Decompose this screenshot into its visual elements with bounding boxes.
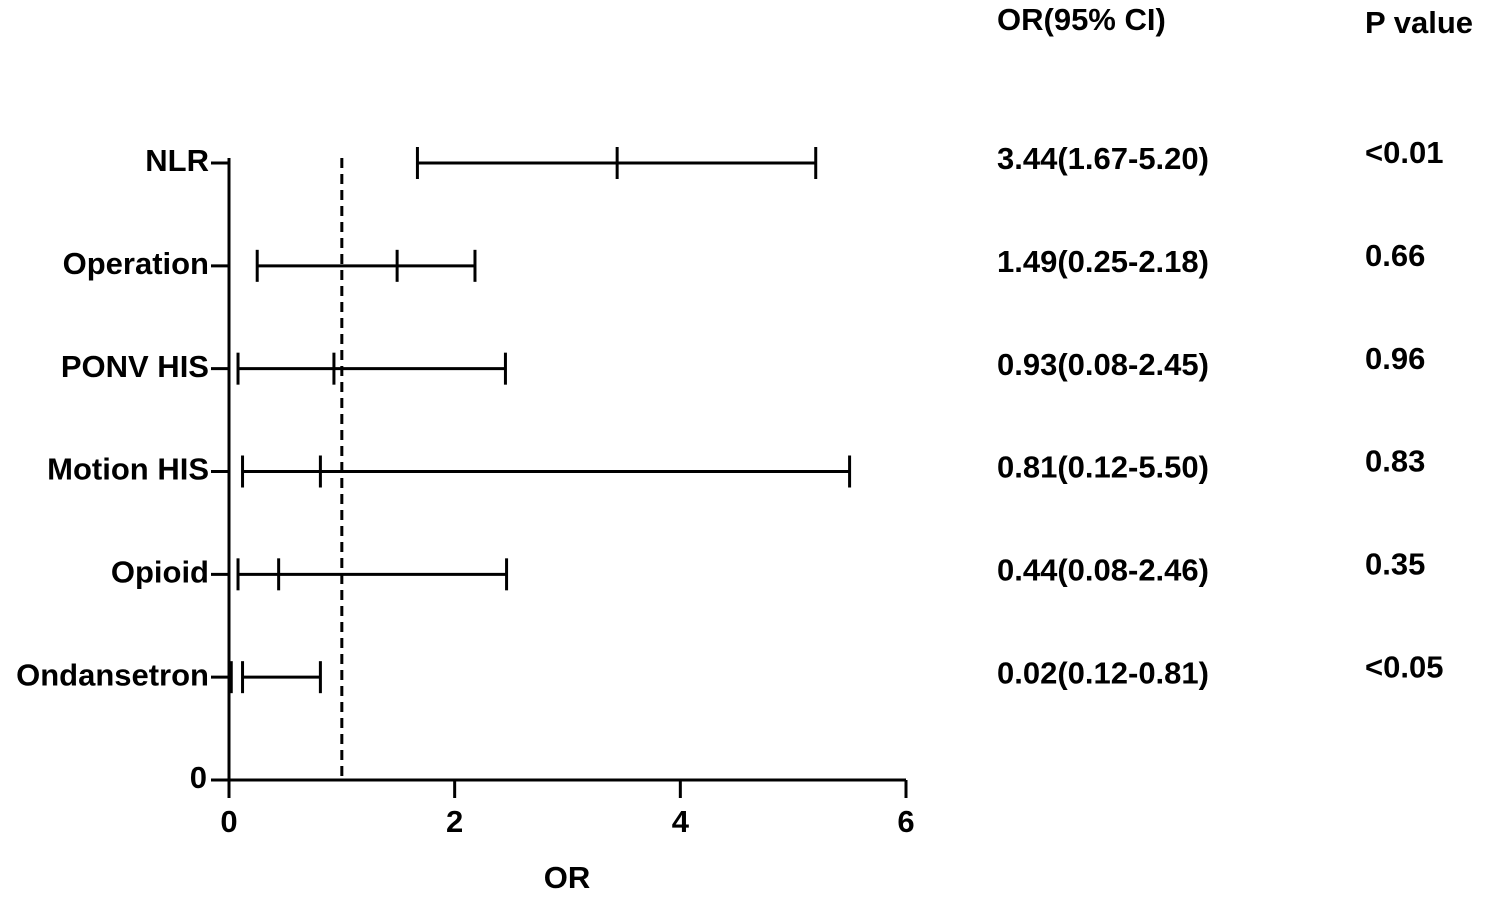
category-label: NLR	[145, 143, 209, 178]
x-tick-label: 6	[897, 804, 914, 839]
p-label: 0.35	[1365, 547, 1425, 582]
p-label: 0.83	[1365, 444, 1425, 479]
ci-label: 0.81(0.12-5.50)	[997, 450, 1209, 485]
p-label: 0.96	[1365, 341, 1425, 376]
p-label: <0.05	[1365, 649, 1443, 684]
category-label: Ondansetron	[16, 657, 209, 692]
p-header: P value	[1365, 5, 1473, 40]
ci-label: 3.44(1.67-5.20)	[997, 141, 1209, 176]
category-label: Operation	[63, 246, 209, 281]
y-tick-label: 0	[190, 760, 207, 795]
category-label: Motion HIS	[47, 452, 209, 487]
x-tick-label: 4	[672, 804, 690, 839]
x-axis-label: OR	[544, 860, 591, 895]
ci-header: OR(95% CI)	[997, 2, 1166, 37]
p-label: <0.01	[1365, 135, 1443, 170]
category-label: Opioid	[111, 555, 209, 590]
ci-label: 0.44(0.08-2.46)	[997, 553, 1209, 588]
ci-label: 0.93(0.08-2.45)	[997, 347, 1209, 382]
x-tick-label: 0	[220, 804, 237, 839]
p-label: 0.66	[1365, 238, 1425, 273]
ci-label: 1.49(0.25-2.18)	[997, 244, 1209, 279]
category-label: PONV HIS	[61, 349, 209, 384]
ci-label: 0.02(0.12-0.81)	[997, 655, 1209, 690]
x-tick-label: 2	[446, 804, 463, 839]
